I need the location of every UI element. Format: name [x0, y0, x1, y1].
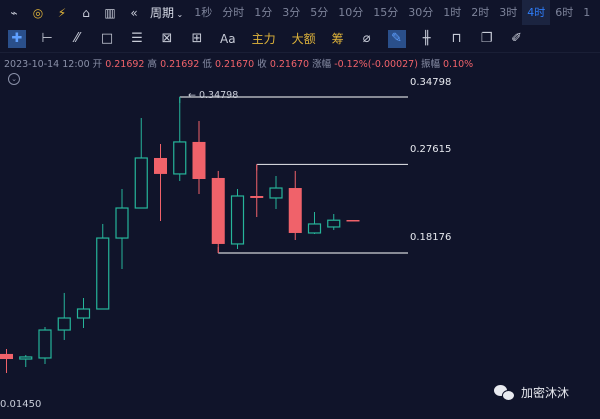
low-label: 低 — [202, 59, 212, 70]
timeframe-分时[interactable]: 分时 — [222, 6, 245, 19]
candle-body — [288, 188, 302, 233]
timeframe-5分[interactable]: 5分 — [310, 6, 329, 19]
indicator-icon[interactable]: ▥ — [104, 5, 116, 20]
font-button[interactable]: Aa — [220, 31, 236, 46]
rewind-icon[interactable]: « — [130, 5, 138, 20]
low-value: 0.21670 — [214, 59, 255, 70]
rectangle-icon[interactable]: □ — [100, 31, 114, 46]
chips-button[interactable]: 筹 — [331, 32, 344, 46]
candle-body — [211, 177, 225, 244]
watermark: 加密沐沐 — [494, 384, 569, 401]
level-label-3: 0.18176 — [410, 232, 452, 243]
timeframe-10分[interactable]: 10分 — [338, 6, 364, 19]
copy-icon[interactable]: ❐ — [480, 31, 493, 46]
timeframe-3时[interactable]: 3时 — [499, 6, 518, 19]
edit-icon[interactable]: ✐ — [511, 31, 523, 46]
ruler-icon[interactable]: ⌀ — [362, 31, 371, 46]
lock-icon[interactable]: ⊓ — [451, 31, 462, 46]
wechat-icon — [494, 384, 516, 401]
high-label: 高 — [147, 59, 158, 70]
add-box-icon[interactable]: ⊞ — [191, 31, 203, 46]
timeframe-1分[interactable]: 1分 — [254, 6, 273, 19]
chevron-down-icon: ⌄ — [174, 10, 184, 19]
timeframe-6时[interactable]: 6时 — [555, 6, 574, 19]
candle-body — [250, 195, 264, 198]
candle-body — [96, 237, 110, 310]
trend-line-icon[interactable]: ⁄⁄ — [74, 31, 80, 46]
timeframe-list: 1秒 分时 1分 3分 5分 10分 15分 30分 1时 2时 3时 4时 6时 1 — [189, 0, 595, 25]
timeframe-1[interactable]: 1 — [583, 6, 591, 19]
level-label-2: 0.27615 — [410, 144, 452, 155]
candle-body — [0, 353, 13, 360]
candle-body — [192, 141, 206, 180]
parallel-lines-icon[interactable]: ☰ — [131, 31, 143, 46]
change-value: -0.12%(-0.00027) — [334, 59, 418, 70]
candle-body — [173, 141, 187, 175]
candle-body — [346, 220, 360, 222]
candle-body — [38, 329, 52, 359]
candle-body — [327, 219, 341, 228]
watermark-text: 加密沐沐 — [521, 386, 570, 400]
amplitude-value: 0.10% — [443, 59, 474, 70]
open-label: 开 — [92, 59, 103, 70]
timeframe-4时[interactable]: 4时 — [522, 0, 551, 25]
timeframe-30分[interactable]: 30分 — [408, 6, 434, 19]
collapse-chevron-icon[interactable]: ⌄ — [8, 73, 20, 85]
candle-body — [76, 308, 91, 319]
top-toolbar: ⌁ ◎ ⚡ ⌂ ▥ « 周期 ⌄ 1秒 分时 1分 3分 5分 10分 15分 30分 1时 2时… — [0, 0, 600, 25]
timeframe-1时[interactable]: 1时 — [443, 6, 462, 19]
crosshair-icon[interactable]: ✚ — [8, 29, 26, 48]
candle-body — [154, 157, 167, 174]
drawing-toolbar: ✚ ⊢ ⁄⁄ □ ☰ ⊠ ⊞ Aa 主力 大额 筹 ⌀ ✎ ╫ ⊓ ❐ ✐ — [0, 25, 600, 53]
high-marker-value: 0.34798 — [198, 90, 239, 101]
high-value: 0.21692 — [160, 59, 200, 70]
timeframe-15分[interactable]: 15分 — [373, 6, 399, 19]
bolt-shield-icon[interactable]: ⚡ — [57, 5, 67, 20]
ohlc-info: 2023-10-14 12:00 开 0.21692 高 0.21692 低 0… — [4, 56, 473, 70]
candle-body — [134, 157, 148, 209]
candle-body — [269, 187, 283, 199]
candle-body — [115, 207, 129, 239]
horizontal-line-icon[interactable]: ⊢ — [41, 31, 53, 46]
period-label: 周期 — [150, 6, 175, 20]
candle-body — [57, 317, 71, 331]
timeframe-3分[interactable]: 3分 — [282, 6, 301, 19]
close-label: 收 — [257, 59, 267, 70]
datetime: 2023-10-14 12:00 — [4, 59, 90, 70]
compass-icon[interactable]: ◎ — [32, 5, 44, 20]
change-label: 涨幅 — [312, 59, 332, 70]
save-icon[interactable]: ⌂ — [82, 5, 90, 20]
open-value: 0.21692 — [105, 59, 145, 70]
candle-body — [19, 356, 33, 360]
level-label-1: 0.34798 — [410, 77, 452, 88]
min-price-label: 0.01450 — [0, 399, 42, 410]
timeframe-1秒[interactable]: 1秒 — [194, 6, 213, 19]
period-dropdown[interactable]: 周期 ⌄ — [150, 4, 183, 21]
amplitude-label: 振幅 — [420, 59, 440, 70]
candle-body — [307, 223, 322, 234]
candles-icon[interactable]: ╫ — [422, 31, 431, 46]
candle-body — [230, 195, 245, 245]
high-marker-label: ← 0.34798 — [188, 90, 239, 101]
line-chart-icon[interactable]: ⌁ — [10, 5, 18, 20]
main-force-button[interactable]: 主力 — [251, 32, 276, 46]
large-amount-button[interactable]: 大额 — [291, 32, 316, 46]
timeframe-2时[interactable]: 2时 — [471, 6, 490, 19]
pen-icon[interactable]: ✎ — [387, 29, 406, 48]
fibonacci-icon[interactable]: ⊠ — [161, 31, 173, 46]
close-value: 0.21670 — [269, 59, 310, 70]
